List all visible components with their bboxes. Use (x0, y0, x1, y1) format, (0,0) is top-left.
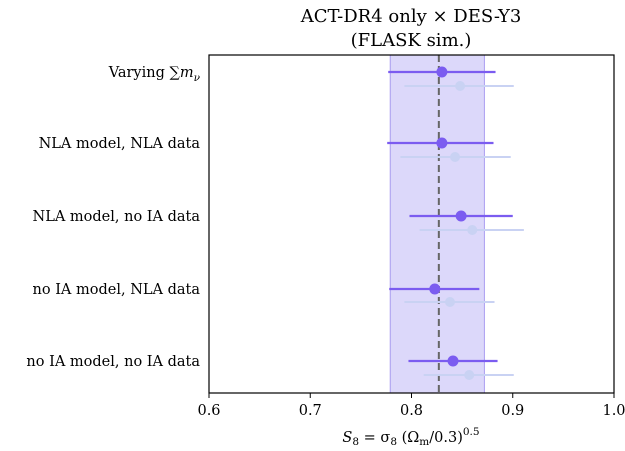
x-tick-label: 0.7 (299, 403, 322, 419)
point-secondary (455, 81, 466, 91)
y-label-noia-noia: no IA model, no IA data (26, 354, 200, 370)
y-label-nla-nla: NLA model, NLA data (39, 136, 201, 152)
chart-title-line1: ACT-DR4 only × DES-Y3 (300, 6, 522, 27)
xlabel-eq-sigma: = σ (359, 430, 390, 446)
chart-title-line2: (FLASK sim.) (351, 30, 472, 51)
xlabel-omega: (Ω (397, 430, 419, 446)
x-axis-label: S8 = σ8 (Ωm/0.3)0.5 (342, 426, 479, 448)
reference-band (389, 54, 485, 394)
y-label-nla-noia: NLA model, no IA data (33, 209, 201, 225)
x-tick-label: 0.8 (400, 403, 423, 419)
point-secondary (467, 225, 478, 235)
point-secondary (444, 297, 455, 307)
y-label-nu-subscript: ν (194, 72, 201, 84)
y-label-varying-mnu: Varying ∑mν (108, 65, 201, 84)
xlabel-power: 0.5 (463, 426, 480, 438)
xlabel-s: S (342, 430, 352, 446)
y-label-m-symbol: m (180, 65, 194, 81)
y-label-varying-text: Varying ∑ (108, 65, 181, 81)
point-secondary (450, 152, 461, 162)
y-label-noia-nla: no IA model, NLA data (33, 282, 201, 298)
data-marks (387, 66, 524, 380)
x-tick-label: 1.0 (602, 403, 625, 419)
xlabel-rest: /0.3) (429, 430, 463, 446)
x-axis-ticks: 0.6 0.7 0.8 0.9 1.0 (197, 393, 625, 419)
point-primary (447, 355, 459, 367)
point-primary (455, 210, 467, 222)
xlabel-omega-sub: m (419, 436, 429, 448)
y-category-labels: Varying ∑mν NLA model, NLA data NLA mode… (26, 65, 200, 370)
point-secondary (464, 370, 475, 380)
x-tick-label: 0.6 (197, 403, 220, 419)
point-primary (436, 66, 448, 78)
x-tick-label: 0.9 (501, 403, 524, 419)
point-primary (429, 283, 441, 295)
point-primary (436, 137, 448, 149)
xlabel-sigma-sub: 8 (390, 436, 397, 448)
xlabel-s-sub: 8 (352, 436, 359, 448)
